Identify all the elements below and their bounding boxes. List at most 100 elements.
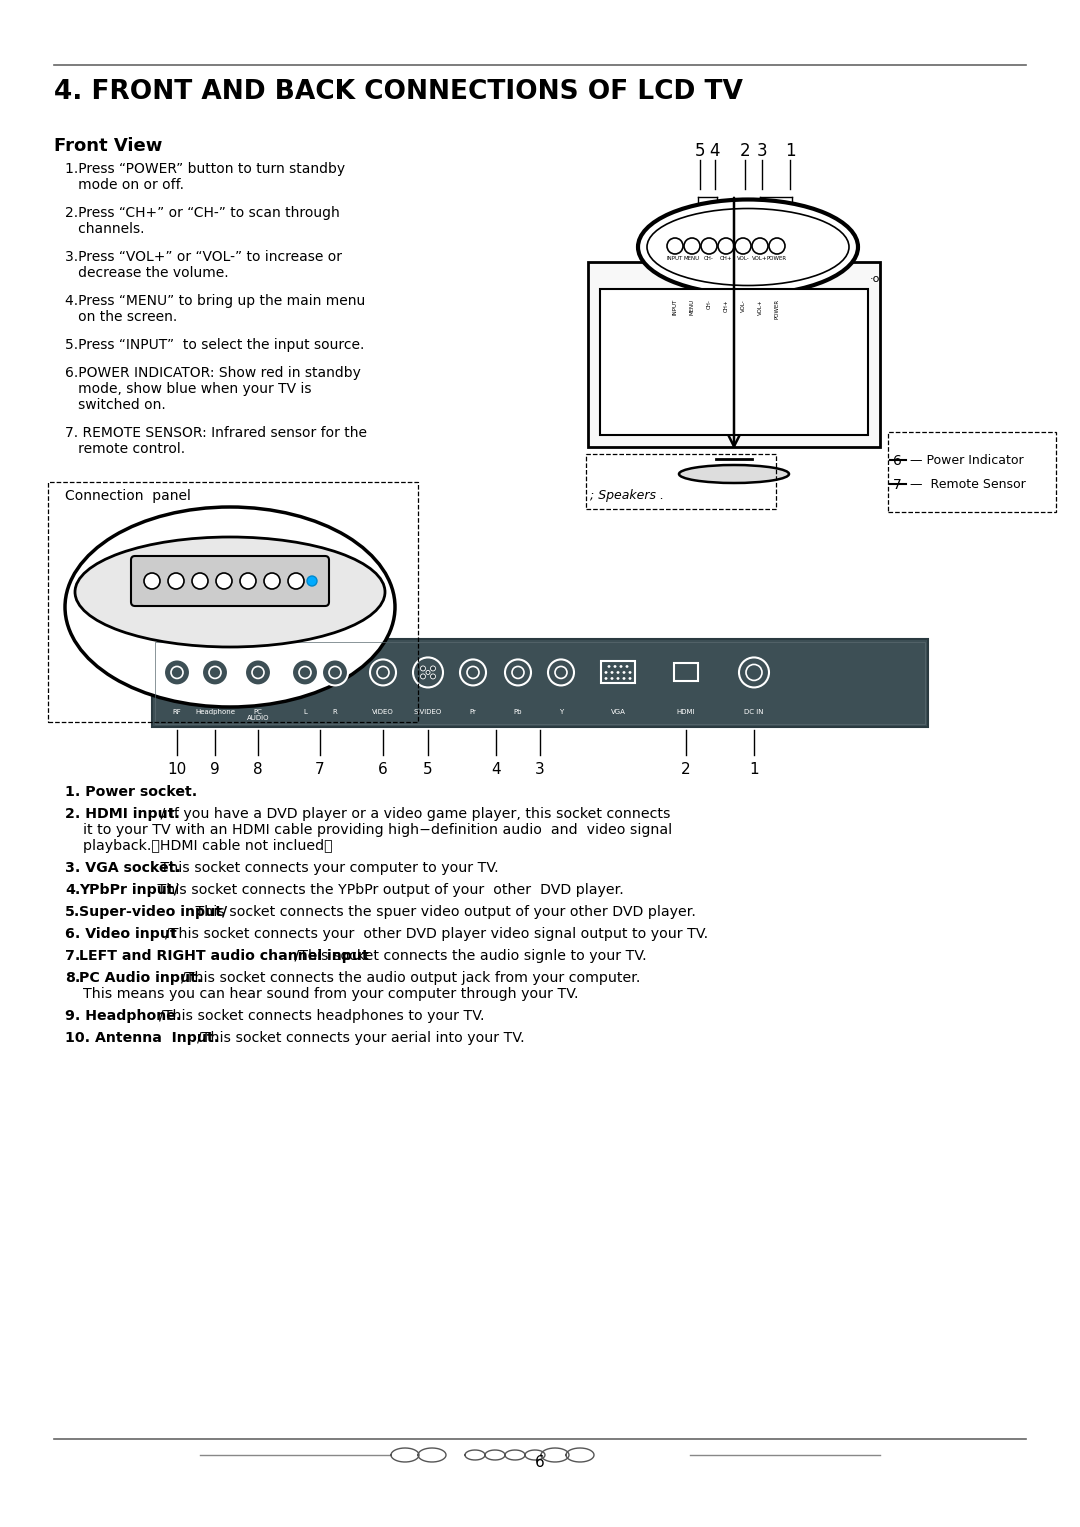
Text: HDMI: HDMI <box>677 709 696 715</box>
FancyBboxPatch shape <box>131 556 329 606</box>
Text: This socket connects your computer to your TV.: This socket connects your computer to yo… <box>156 861 499 875</box>
Circle shape <box>617 678 619 680</box>
Text: / If you have a DVD player or a video game player, this socket connects: / If you have a DVD player or a video ga… <box>156 806 671 822</box>
Text: CH+: CH+ <box>719 257 732 261</box>
Text: 10: 10 <box>167 762 187 777</box>
Text: —  Remote Sensor: — Remote Sensor <box>910 478 1026 490</box>
Bar <box>888 432 1056 512</box>
Text: Headphone: Headphone <box>195 709 235 715</box>
Circle shape <box>192 573 208 589</box>
Ellipse shape <box>679 466 789 483</box>
Bar <box>600 661 635 684</box>
Text: 7. REMOTE SENSOR: Infrared sensor for the: 7. REMOTE SENSOR: Infrared sensor for th… <box>65 426 367 440</box>
Text: ; Speakers .: ; Speakers . <box>590 489 664 502</box>
Text: channels.: channels. <box>65 221 145 237</box>
Text: This means you can hear sound from your computer through your TV.: This means you can hear sound from your … <box>65 986 579 1002</box>
Circle shape <box>505 660 531 686</box>
Text: playback.（HDMI cable not inclued）: playback.（HDMI cable not inclued） <box>65 838 333 854</box>
Text: it to your TV with an HDMI cable providing high−definition audio  and  video sig: it to your TV with an HDMI cable providi… <box>65 823 672 837</box>
Circle shape <box>608 666 610 667</box>
Text: 7.: 7. <box>65 948 80 964</box>
Circle shape <box>739 658 769 687</box>
Text: INPUT: INPUT <box>673 299 677 315</box>
Text: 3.Press “VOL+” or “VOL-” to increase or: 3.Press “VOL+” or “VOL-” to increase or <box>65 250 342 264</box>
Text: DC IN: DC IN <box>744 709 764 715</box>
Text: 3: 3 <box>757 142 767 160</box>
Text: VOL+: VOL+ <box>757 299 762 315</box>
Text: Super-video input/: Super-video input/ <box>79 906 227 919</box>
Text: YPbPr input/: YPbPr input/ <box>79 883 179 896</box>
Text: /This socket connects the audio output jack from your computer.: /This socket connects the audio output j… <box>172 971 640 985</box>
Text: /This socket connects your  other DVD player video signal output to your TV.: /This socket connects your other DVD pla… <box>156 927 708 941</box>
Circle shape <box>431 666 435 670</box>
Circle shape <box>605 678 607 680</box>
Circle shape <box>420 666 426 670</box>
Text: mode, show blue when your TV is: mode, show blue when your TV is <box>65 382 311 395</box>
Text: 5.: 5. <box>65 906 80 919</box>
Text: 5: 5 <box>423 762 433 777</box>
Text: /This socket connects the audio signle to your TV.: /This socket connects the audio signle t… <box>289 948 647 964</box>
Circle shape <box>620 666 622 667</box>
Circle shape <box>264 573 280 589</box>
Text: 3: 3 <box>535 762 545 777</box>
Text: POWER: POWER <box>774 299 780 319</box>
Text: POWER: POWER <box>767 257 787 261</box>
Circle shape <box>370 660 396 686</box>
Text: /This socket connects headphones to your TV.: /This socket connects headphones to your… <box>149 1009 484 1023</box>
Circle shape <box>625 666 629 667</box>
Text: 5.Press “INPUT”  to select the input source.: 5.Press “INPUT” to select the input sour… <box>65 337 364 353</box>
Text: 9. Headphone.: 9. Headphone. <box>65 1009 181 1023</box>
Text: 2.Press “CH+” or “CH-” to scan through: 2.Press “CH+” or “CH-” to scan through <box>65 206 340 220</box>
Text: Y: Y <box>558 709 563 715</box>
Text: decrease the volume.: decrease the volume. <box>65 266 229 279</box>
Text: 1. Power socket.: 1. Power socket. <box>65 785 198 799</box>
Text: VIDEO: VIDEO <box>373 709 394 715</box>
Text: 4: 4 <box>491 762 501 777</box>
Circle shape <box>322 660 348 686</box>
Circle shape <box>629 672 631 673</box>
Bar <box>588 263 880 447</box>
Circle shape <box>164 660 190 686</box>
Circle shape <box>144 573 160 589</box>
Text: Connection  panel: Connection panel <box>65 489 191 502</box>
Text: VOL-: VOL- <box>741 299 745 312</box>
Circle shape <box>431 673 435 680</box>
Text: CH-: CH- <box>704 257 714 261</box>
Text: 7: 7 <box>893 478 902 492</box>
Text: CH+: CH+ <box>724 299 729 312</box>
Ellipse shape <box>638 200 858 295</box>
Text: 1.Press “POWER” button to turn standby: 1.Press “POWER” button to turn standby <box>65 162 346 176</box>
Bar <box>586 454 775 508</box>
Text: MENU: MENU <box>684 257 700 261</box>
Text: This socket connects the YPbPr output of your  other  DVD player.: This socket connects the YPbPr output of… <box>153 883 624 896</box>
Text: CH-: CH- <box>706 299 712 308</box>
Text: PC Audio input.: PC Audio input. <box>79 971 202 985</box>
Text: 6: 6 <box>893 454 902 467</box>
Ellipse shape <box>75 538 384 647</box>
Text: 8.: 8. <box>65 971 80 985</box>
Circle shape <box>617 672 619 673</box>
Text: VGA: VGA <box>610 709 625 715</box>
Text: LEFT and RIGHT audio channel input: LEFT and RIGHT audio channel input <box>79 948 368 964</box>
Bar <box>48 483 418 722</box>
Text: This socket connects the spuer video output of your other DVD player.: This socket connects the spuer video out… <box>190 906 696 919</box>
Bar <box>600 289 868 435</box>
Text: L: L <box>303 709 307 715</box>
Circle shape <box>623 672 625 673</box>
Circle shape <box>307 576 318 586</box>
Circle shape <box>548 660 573 686</box>
Text: 1: 1 <box>785 142 795 160</box>
Text: 2: 2 <box>681 762 691 777</box>
Circle shape <box>426 670 430 675</box>
Text: /This socket connects your aerial into your TV.: /This socket connects your aerial into y… <box>189 1031 525 1044</box>
Text: 5: 5 <box>694 142 705 160</box>
Text: PC
AUDIO: PC AUDIO <box>246 709 269 721</box>
Circle shape <box>413 658 443 687</box>
Text: 9: 9 <box>211 762 220 777</box>
Circle shape <box>611 678 613 680</box>
Text: on the screen.: on the screen. <box>65 310 177 324</box>
Text: 4: 4 <box>710 142 720 160</box>
Ellipse shape <box>65 507 395 707</box>
Text: 10. Antenna  Input.: 10. Antenna Input. <box>65 1031 219 1044</box>
Text: 6: 6 <box>535 1455 545 1471</box>
